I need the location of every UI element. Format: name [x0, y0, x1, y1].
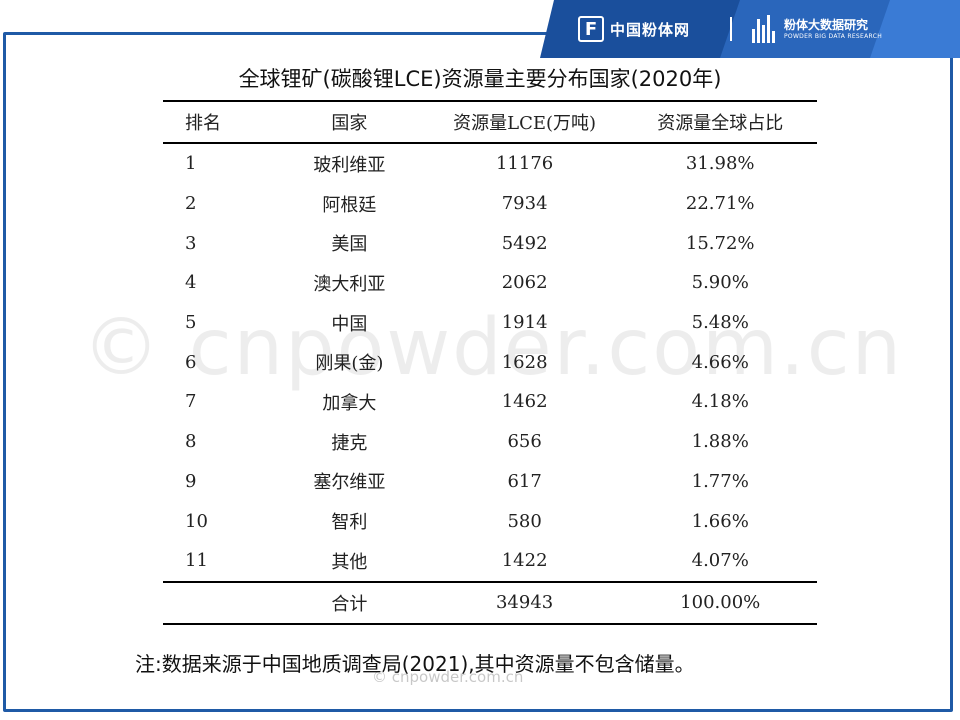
table-header-row: 排名 国家 资源量LCE(万吨) 资源量全球占比: [163, 101, 817, 143]
lithium-resource-table: 排名 国家 资源量LCE(万吨) 资源量全球占比 1 玻利维亚 11176 31.98…: [163, 100, 817, 625]
country-cell: 其他: [331, 551, 368, 573]
share-cell: 1.77%: [691, 470, 749, 492]
table-row: 9 塞尔维亚 617 1.77%: [163, 462, 817, 502]
share-cell: 1.88%: [691, 431, 749, 453]
rank-cell: 5: [185, 312, 197, 334]
brand-divider: [730, 17, 732, 41]
table-row: 10 智利 580 1.66%: [163, 501, 817, 541]
country-cell: 刚果(金): [315, 353, 384, 375]
rank-cell: 9: [185, 470, 197, 492]
table-row: 4 澳大利亚 2062 5.90%: [163, 263, 817, 303]
table-title: 全球锂矿(碳酸锂LCE)资源量主要分布国家(2020年): [238, 67, 722, 91]
rank-cell: 1: [185, 153, 197, 175]
share-cell: 31.98%: [685, 153, 755, 175]
country-cell: 澳大利亚: [313, 273, 386, 295]
share-cell: 22.71%: [685, 193, 755, 215]
share-cell: 4.18%: [691, 391, 749, 413]
resource-cell: 1462: [501, 391, 548, 413]
resource-cell: 2062: [501, 272, 548, 294]
country-cell: 塞尔维亚: [313, 472, 386, 494]
resource-cell: 580: [507, 510, 542, 532]
country-cell: 捷克: [331, 432, 368, 454]
header-share: 资源量全球占比: [657, 113, 784, 134]
cnpowder-brand[interactable]: F 中国粉体网: [578, 13, 690, 45]
country-cell: 智利: [331, 512, 368, 534]
resource-cell: 7934: [501, 193, 548, 215]
table-row: 6 刚果(金) 1628 4.66%: [163, 342, 817, 382]
total-resource-cell: 34943: [495, 592, 554, 614]
header-rank: 排名: [185, 113, 221, 134]
cnpowder-logo-icon: F: [578, 16, 604, 42]
table-row: 8 捷克 656 1.88%: [163, 422, 817, 462]
watermark-small: © cnpowder.com.cn: [372, 668, 524, 686]
resource-cell: 1914: [501, 312, 548, 334]
rank-cell: 3: [185, 232, 197, 254]
rank-cell: 2: [185, 193, 197, 215]
watermark-large: © cnpowder.com.cn: [82, 303, 904, 393]
share-cell: 1.66%: [691, 510, 749, 532]
header-banner: F 中国粉体网 粉体大数据研究 POWDER BIG DATA RESEARCH: [540, 0, 960, 58]
brand-name: 中国粉体网: [610, 20, 691, 39]
share-cell: 15.72%: [685, 232, 755, 254]
resource-cell: 656: [507, 431, 542, 453]
share-cell: 4.66%: [691, 351, 749, 373]
rank-cell: 10: [185, 510, 208, 532]
share-cell: 5.90%: [691, 272, 749, 294]
country-cell: 玻利维亚: [313, 154, 386, 176]
rank-cell: 8: [185, 431, 197, 453]
slide-frame: [3, 32, 953, 712]
country-cell: 阿根廷: [322, 194, 377, 216]
table-row: 3 美国 5492 15.72%: [163, 223, 817, 263]
table-row: 1 玻利维亚 11176 31.98%: [163, 143, 817, 184]
table-row: 5 中国 1914 5.48%: [163, 303, 817, 343]
table-total-row: 合计 34943 100.00%: [163, 581, 817, 624]
country-cell: 中国: [331, 313, 368, 335]
rank-cell: 7: [185, 391, 197, 413]
table-row: 2 阿根廷 7934 22.71%: [163, 184, 817, 224]
big-data-brand[interactable]: 粉体大数据研究 POWDER BIG DATA RESEARCH: [752, 13, 882, 45]
resource-cell: 1422: [501, 550, 548, 572]
share-cell: 4.07%: [691, 550, 749, 572]
resource-cell: 5492: [501, 232, 548, 254]
total-rank-cell: [163, 582, 273, 624]
table-row: 7 加拿大 1462 4.18%: [163, 382, 817, 422]
big-data-brand-subtitle: POWDER BIG DATA RESEARCH: [784, 32, 883, 40]
source-note: 注:数据来源于中国地质调查局(2021),其中资源量不包含储量。: [135, 652, 695, 676]
big-data-brand-name: 粉体大数据研究: [784, 17, 869, 32]
total-share-cell: 100.00%: [680, 592, 761, 614]
country-cell: 加拿大: [322, 392, 377, 414]
total-label-cell: 合计: [331, 593, 368, 615]
resource-cell: 11176: [495, 153, 554, 175]
rank-cell: 11: [185, 550, 208, 572]
table-row: 11 其他 1422 4.07%: [163, 541, 817, 582]
resource-cell: 1628: [501, 351, 548, 373]
country-cell: 美国: [331, 234, 368, 256]
header-country: 国家: [331, 113, 368, 134]
share-cell: 5.48%: [691, 312, 749, 334]
header-resource: 资源量LCE(万吨): [453, 113, 597, 134]
bar-chart-logo-icon: [752, 15, 777, 43]
rank-cell: 4: [185, 272, 197, 294]
rank-cell: 6: [185, 351, 197, 373]
resource-cell: 617: [507, 470, 542, 492]
